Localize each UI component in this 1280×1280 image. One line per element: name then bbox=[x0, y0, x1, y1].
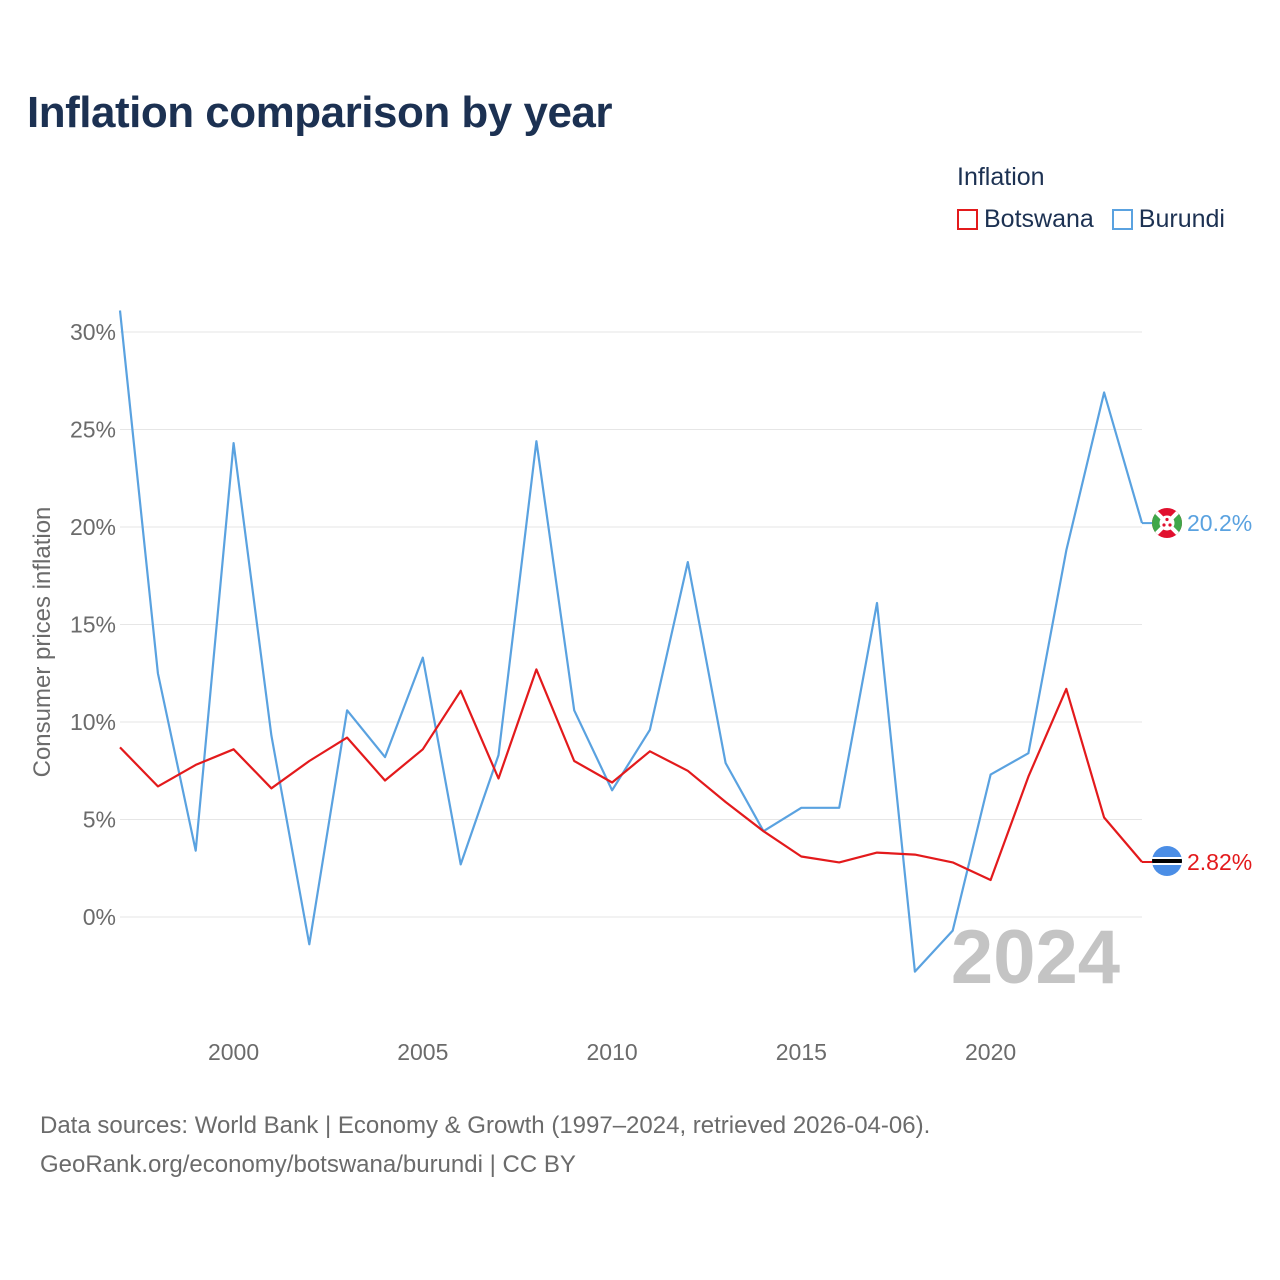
series-end-markers: 20.2% 2.82% bbox=[1142, 510, 1252, 875]
chart-title: Inflation comparison by year bbox=[27, 88, 613, 137]
x-tick-label: 2020 bbox=[965, 1039, 1016, 1065]
y-axis: 0% 5% 10% 15% 20% 25% 30% bbox=[70, 319, 116, 930]
legend-item-botswana[interactable]: Botswana bbox=[957, 205, 1094, 234]
series-end-label-botswana: 2.82% bbox=[1187, 849, 1252, 875]
x-tick-label: 2010 bbox=[586, 1039, 637, 1065]
series-lines bbox=[118, 310, 1144, 973]
series-line-botswana[interactable] bbox=[119, 668, 1143, 882]
burundi-flag-icon bbox=[1152, 508, 1182, 538]
line-chart: 0% 5% 10% 15% 20% 25% 30% 2000 2005 2010 2015 2020… bbox=[29, 310, 1252, 1065]
source-line-2[interactable]: GeoRank.org/economy/botswana/burundi | C… bbox=[40, 1151, 576, 1178]
x-axis: 2000 2005 2010 2015 2020 bbox=[208, 1039, 1016, 1065]
y-tick-label: 30% bbox=[70, 319, 116, 345]
gridlines bbox=[120, 331, 1142, 918]
legend-label-botswana: Botswana bbox=[984, 205, 1094, 233]
x-tick-label: 2015 bbox=[776, 1039, 827, 1065]
y-tick-label: 5% bbox=[83, 807, 116, 833]
legend-swatch-botswana bbox=[957, 209, 978, 230]
legend-item-burundi[interactable]: Burundi bbox=[1111, 205, 1225, 234]
x-tick-label: 2005 bbox=[397, 1039, 448, 1065]
legend-title: Inflation bbox=[957, 163, 1045, 191]
legend-label-burundi: Burundi bbox=[1138, 205, 1225, 233]
y-tick-label: 25% bbox=[70, 417, 116, 443]
legend-swatch-burundi bbox=[1111, 209, 1133, 230]
source-line-1: Data sources: World Bank | Economy & Gro… bbox=[40, 1112, 931, 1139]
legend: Botswana Burundi bbox=[957, 205, 1225, 234]
y-axis-label: Consumer prices inflation bbox=[29, 507, 56, 778]
source-note: Data sources: World Bank | Economy & Gro… bbox=[40, 1106, 930, 1184]
botswana-flag-icon bbox=[1152, 846, 1182, 876]
y-tick-label: 15% bbox=[70, 612, 116, 638]
series-line-burundi[interactable] bbox=[118, 310, 1144, 973]
y-tick-label: 0% bbox=[83, 904, 116, 930]
x-tick-label: 2000 bbox=[208, 1039, 259, 1065]
y-tick-label: 10% bbox=[70, 709, 116, 735]
year-watermark: 2024 bbox=[951, 915, 1120, 1000]
series-end-label-burundi: 20.2% bbox=[1187, 510, 1252, 536]
y-tick-label: 20% bbox=[70, 514, 116, 540]
